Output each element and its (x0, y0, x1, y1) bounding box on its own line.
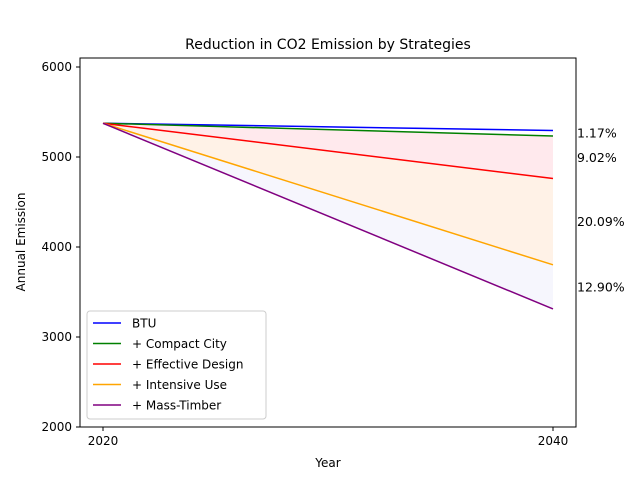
y-tick-label: 6000 (41, 60, 72, 74)
legend-label-4: + Intensive Use (132, 378, 227, 392)
x-axis: 2020 2040 (88, 427, 569, 448)
legend-label-2: + Compact City (132, 337, 227, 351)
series-line-1 (102, 122, 554, 132)
legend-label-5: + Mass-Timber (132, 399, 221, 413)
legend: BTU + Compact City + Effective Design + Int… (86, 310, 267, 420)
legend-label-1: BTU (132, 317, 156, 331)
series-line-2 (102, 122, 554, 137)
y-tick-label: 5000 (41, 150, 72, 164)
series-line-5 (102, 122, 554, 310)
percent-annotation-4: 12.90% (577, 279, 625, 294)
series-lines (102, 122, 554, 310)
percent-annotation-1: 1.17% (577, 126, 617, 141)
series-line-4 (102, 122, 554, 266)
y-tick-label: 3000 (41, 330, 72, 344)
series-line-3 (102, 122, 554, 180)
y-axis: 2000 3000 4000 5000 6000 (41, 60, 80, 434)
y-axis-label: Annual Emission (14, 193, 28, 292)
legend-box (86, 310, 267, 420)
legend-label-3: + Effective Design (132, 358, 243, 372)
percent-annotation-3: 20.09% (577, 214, 625, 229)
x-axis-label: Year (314, 456, 340, 470)
plot-frame (79, 57, 577, 428)
percent-annotations: 1.17% 9.02% 20.09% 12.90% (577, 126, 625, 295)
y-tick-label: 4000 (41, 240, 72, 254)
chart-title: Reduction in CO2 Emission by Strategies (185, 37, 471, 53)
x-tick-label: 2020 (88, 434, 119, 448)
y-tick-label: 2000 (41, 420, 72, 434)
percent-annotation-2: 9.02% (577, 150, 617, 165)
x-tick-label: 2040 (538, 434, 569, 448)
